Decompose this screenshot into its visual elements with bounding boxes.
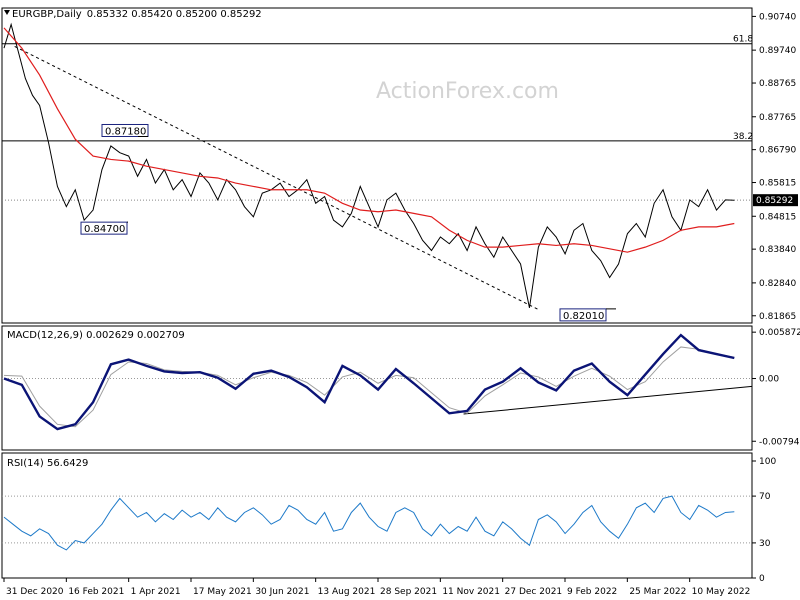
rsi-axis: 100 70 30 0 (752, 457, 776, 584)
price-trendline (14, 45, 539, 310)
x-tick-label: 10 May 2022 (692, 587, 751, 597)
y-tick-label: 0.81865 (759, 312, 796, 322)
price-annotation-box (559, 308, 607, 322)
price-annotation-label: 0.84700 (84, 224, 125, 235)
x-tick-label: 16 Feb 2021 (68, 587, 124, 597)
y-tick-label: 0.84815 (759, 212, 796, 222)
x-tick-label: 31 Dec 2020 (6, 587, 64, 597)
rsi-levels (2, 495, 752, 544)
rsi-title: RSI(14) 56.6429 (7, 458, 88, 469)
y-tick-label: 0 (759, 574, 765, 584)
macd-panel (1, 325, 753, 451)
x-tick-label: 30 Jun 2021 (255, 587, 309, 597)
y-tick-label: 0.87765 (759, 113, 796, 123)
rsi-series (3, 495, 735, 551)
price-panel (1, 7, 753, 324)
moving-average-line (3, 27, 735, 253)
price-series (3, 22, 735, 308)
y-tick-label: 0.83840 (759, 245, 796, 255)
y-tick-label: 0.89740 (759, 46, 796, 56)
rsi-line (3, 495, 735, 551)
x-tick-label: 28 Sep 2021 (380, 587, 437, 597)
x-tick-label: 13 Aug 2021 (318, 587, 376, 597)
price-annotation-label: 0.82010 (563, 311, 604, 322)
price-line (3, 22, 735, 308)
macd-title: MACD(12,26,9) 0.002629 0.002709 (7, 330, 185, 341)
y-tick-label: 30 (759, 539, 771, 549)
y-tick-label: 0.00 (759, 375, 779, 385)
price-axis: 0.90740 0.89740 0.88765 0.87765 0.86790 0.858… (752, 12, 798, 322)
macd-signal-line (3, 346, 735, 428)
price-annotation-box (101, 123, 149, 137)
x-tick-label: 11 Nov 2021 (442, 587, 500, 597)
y-tick-label: 0.82840 (759, 279, 796, 289)
collapse-triangle-icon[interactable] (4, 10, 10, 15)
watermark: ActionForex.com (376, 79, 559, 104)
macd-axis: 0.005872 0.00 -0.007945 (752, 328, 800, 447)
price-annotation-box (80, 221, 128, 235)
rsi-panel (1, 452, 753, 579)
macd-trendline (463, 385, 753, 415)
current-price-label: 0.85292 (756, 196, 793, 206)
price-annotation-label: 0.87180 (105, 126, 146, 137)
x-tick-label: 9 Feb 2022 (567, 587, 617, 597)
y-tick-label: 0.86790 (759, 146, 796, 156)
y-tick-label: 0.88765 (759, 79, 796, 89)
y-tick-label: 0.85815 (759, 179, 796, 189)
price-levels: 61.8 38.2 (2, 35, 753, 310)
y-tick-label: -0.007945 (759, 437, 800, 447)
price-annotations: 0.87180 0.84700 0.82010 (80, 123, 616, 322)
symbol-title: EURGBP,Daily 0.85332 0.85420 0.85200 0.85… (12, 9, 262, 20)
x-tick-label: 27 Dec 2021 (505, 587, 562, 597)
y-tick-label: 100 (759, 457, 776, 467)
y-tick-label: 70 (759, 492, 771, 502)
macd-series (3, 333, 735, 431)
current-price-box (753, 194, 798, 207)
macd-levels (2, 378, 753, 415)
macd-line (3, 333, 735, 431)
y-tick-label: 0.90740 (759, 12, 796, 22)
fib-level-label: 38.2 (733, 132, 753, 142)
x-tick-label: 17 May 2021 (193, 587, 252, 597)
fib-level-label: 61.8 (733, 35, 753, 45)
x-tick-label: 1 Apr 2021 (131, 587, 181, 597)
x-tick-label: 25 Mar 2022 (629, 587, 686, 597)
y-tick-label: 0.005872 (759, 328, 800, 338)
x-axis: 31 Dec 2020 16 Feb 2021 1 Apr 2021 17 May 2… (3, 578, 751, 597)
